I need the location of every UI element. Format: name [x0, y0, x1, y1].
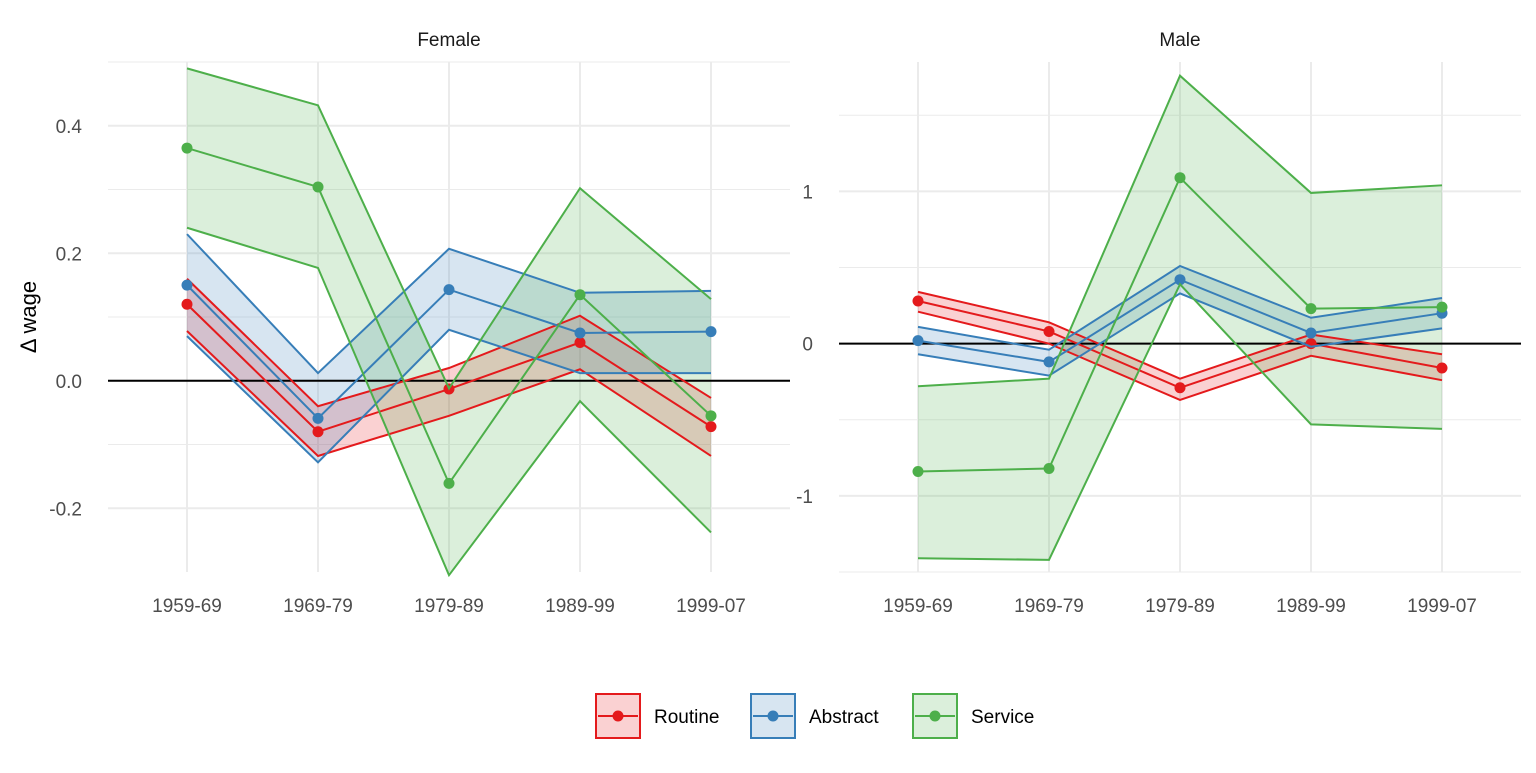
male-service-ribbon: [918, 75, 1442, 560]
male-routine-point: [1043, 325, 1055, 337]
y-axis-label: Δ wage: [16, 281, 41, 353]
female-service-point: [705, 410, 717, 422]
male-panel-title: Male: [1159, 30, 1200, 51]
male-x-tick-label: 1969-79: [1014, 596, 1084, 617]
male-x-tick-label: 1999-07: [1407, 596, 1477, 617]
male-abstract-point: [912, 335, 924, 347]
female-abstract-lower-bound: [186, 328, 711, 464]
female-routine-ribbon: [187, 278, 711, 456]
legend-service-label: Service: [971, 707, 1034, 728]
male-x-tick-label: 1959-69: [883, 596, 953, 617]
female-service-point: [443, 477, 455, 489]
female-abstract-upper-bound: [186, 233, 712, 375]
female-abstract-point: [705, 326, 717, 338]
female-y-tick-label: 0.2: [56, 244, 82, 265]
male-routine-point: [1174, 382, 1186, 394]
male-service-point: [1174, 172, 1186, 184]
female-abstract-point: [181, 279, 193, 291]
male-routine-point: [912, 295, 924, 307]
legend-abstract-key-point: [767, 710, 779, 722]
male-service-lower-bound: [917, 282, 1443, 561]
male-routine-lower-bound: [917, 310, 1443, 402]
female-y-tick-label: -0.2: [49, 499, 82, 520]
male-abstract-point: [1305, 327, 1317, 339]
female-x-tick-label: 1989-99: [545, 596, 615, 617]
female-service-ribbon: [187, 68, 711, 576]
female-service-upper-bound: [186, 67, 712, 391]
female-x-tick-label: 1999-07: [676, 596, 746, 617]
female-panel-title: Female: [417, 30, 480, 51]
female-x-tick-label: 1979-89: [414, 596, 484, 617]
male-x-tick-label: 1989-99: [1276, 596, 1346, 617]
female-routine-point: [705, 421, 717, 433]
female-x-tick-label: 1969-79: [283, 596, 353, 617]
male-abstract-upper-bound: [917, 264, 1443, 351]
female-service-point: [181, 142, 193, 154]
male-abstract-ribbon: [918, 266, 1442, 376]
female-service-point: [312, 181, 324, 193]
male-routine-point: [1436, 362, 1448, 374]
male-y-tick-label: -1: [796, 487, 813, 508]
male-routine-ribbon: [918, 291, 1442, 400]
male-abstract-point: [1174, 274, 1186, 286]
female-routine-point: [574, 337, 586, 348]
female-x-tick-label: 1959-69: [152, 596, 222, 617]
male-service-point: [912, 466, 924, 478]
female-routine-lower-bound: [186, 330, 712, 458]
female-routine-point: [181, 298, 193, 310]
female-abstract-point: [443, 284, 455, 296]
male-abstract-point: [1043, 356, 1055, 368]
legend-routine-key-point: [612, 710, 624, 722]
male-abstract-lower-bound: [917, 292, 1443, 377]
female-abstract-point: [574, 327, 586, 339]
male-service-upper-bound: [917, 74, 1443, 388]
male-service-point: [1305, 303, 1317, 315]
male-y-tick-label: 1: [802, 182, 813, 203]
male-service-point: [1436, 301, 1448, 313]
legend-service-key-point: [929, 710, 941, 722]
male-y-tick-label: 0: [802, 335, 813, 356]
male-x-tick-label: 1979-89: [1145, 596, 1215, 617]
male-service-point: [1043, 462, 1055, 474]
female-y-tick-label: 0.0: [56, 372, 82, 393]
legend-routine-label: Routine: [654, 707, 720, 728]
legend-abstract-label: Abstract: [809, 707, 879, 728]
female-routine-upper-bound: [186, 278, 712, 408]
female-service-point: [574, 289, 586, 301]
female-routine-point: [312, 426, 324, 438]
female-y-tick-label: 0.4: [56, 117, 83, 138]
female-service-lower-bound: [186, 226, 712, 578]
female-abstract-point: [312, 412, 324, 424]
